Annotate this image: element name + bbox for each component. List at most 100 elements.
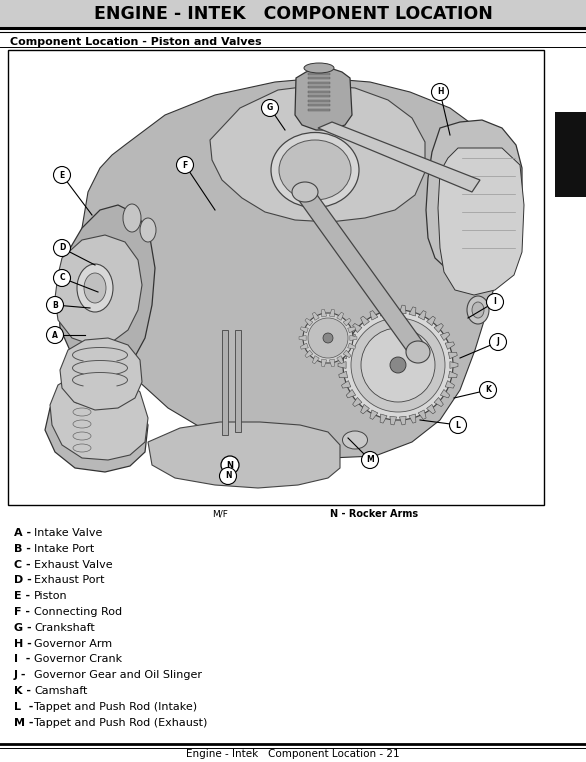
Polygon shape xyxy=(318,122,480,192)
Polygon shape xyxy=(426,120,522,278)
Polygon shape xyxy=(339,371,347,378)
Polygon shape xyxy=(448,352,457,359)
Polygon shape xyxy=(312,312,319,320)
Polygon shape xyxy=(50,372,148,460)
Polygon shape xyxy=(438,148,524,295)
Text: M: M xyxy=(366,456,374,465)
Circle shape xyxy=(431,84,448,101)
Polygon shape xyxy=(445,342,455,350)
Text: D -: D - xyxy=(14,575,32,585)
Text: Tappet and Push Rod (Intake): Tappet and Push Rod (Intake) xyxy=(34,702,197,712)
Bar xyxy=(308,68,330,70)
Circle shape xyxy=(486,293,503,310)
Polygon shape xyxy=(448,371,457,378)
Text: J -: J - xyxy=(14,671,26,680)
Polygon shape xyxy=(45,382,148,472)
Circle shape xyxy=(53,239,70,257)
Bar xyxy=(308,82,330,84)
Text: K -: K - xyxy=(14,686,31,696)
Text: Engine - Intek   Component Location - 21: Engine - Intek Component Location - 21 xyxy=(186,749,400,759)
Polygon shape xyxy=(400,416,406,425)
Text: Exhaust Valve: Exhaust Valve xyxy=(34,559,113,570)
Polygon shape xyxy=(347,343,356,349)
Bar xyxy=(308,77,330,79)
Polygon shape xyxy=(305,351,313,357)
Polygon shape xyxy=(322,359,326,367)
Polygon shape xyxy=(210,85,425,222)
Polygon shape xyxy=(148,422,340,488)
Bar xyxy=(8,50,544,505)
Text: N: N xyxy=(225,472,231,481)
Circle shape xyxy=(489,334,506,351)
Polygon shape xyxy=(418,311,426,320)
Ellipse shape xyxy=(123,204,141,232)
Ellipse shape xyxy=(84,273,106,303)
Text: Intake Valve: Intake Valve xyxy=(34,528,103,538)
Text: M -: M - xyxy=(14,718,33,728)
Polygon shape xyxy=(350,335,357,341)
Polygon shape xyxy=(440,389,450,398)
Polygon shape xyxy=(347,327,356,333)
Text: H -: H - xyxy=(14,639,32,648)
Polygon shape xyxy=(370,311,378,320)
Text: K: K xyxy=(485,386,491,395)
Text: Tappet and Push Rod (Exhaust): Tappet and Push Rod (Exhaust) xyxy=(34,718,207,728)
Circle shape xyxy=(53,270,70,287)
Polygon shape xyxy=(409,307,416,316)
Polygon shape xyxy=(409,414,416,423)
Text: M/F: M/F xyxy=(212,510,228,518)
Polygon shape xyxy=(400,305,406,314)
Text: Governor Arm: Governor Arm xyxy=(34,639,112,648)
Polygon shape xyxy=(337,312,343,320)
Polygon shape xyxy=(380,307,387,316)
Polygon shape xyxy=(353,398,362,407)
Text: I: I xyxy=(493,297,496,306)
Circle shape xyxy=(221,456,239,474)
Text: E -: E - xyxy=(14,591,30,601)
Bar xyxy=(555,112,586,197)
Polygon shape xyxy=(301,343,308,349)
Ellipse shape xyxy=(406,341,430,363)
Polygon shape xyxy=(427,405,435,414)
Text: B: B xyxy=(52,300,58,309)
Polygon shape xyxy=(337,356,343,363)
Polygon shape xyxy=(346,332,356,341)
Polygon shape xyxy=(380,414,387,423)
Circle shape xyxy=(479,382,496,399)
Text: Piston: Piston xyxy=(34,591,67,601)
Text: C: C xyxy=(59,274,65,283)
Text: E: E xyxy=(59,171,64,180)
Bar xyxy=(308,100,330,101)
Ellipse shape xyxy=(271,133,359,207)
Polygon shape xyxy=(360,405,369,414)
Ellipse shape xyxy=(292,182,318,202)
Bar xyxy=(308,91,330,92)
Polygon shape xyxy=(58,205,155,375)
Polygon shape xyxy=(60,338,142,410)
Polygon shape xyxy=(440,332,450,341)
Text: F: F xyxy=(182,161,188,169)
Circle shape xyxy=(261,100,278,117)
Text: ENGINE - INTEK   COMPONENT LOCATION: ENGINE - INTEK COMPONENT LOCATION xyxy=(94,5,492,23)
Circle shape xyxy=(303,313,353,363)
Text: B -: B - xyxy=(14,544,31,554)
Polygon shape xyxy=(353,323,362,332)
Bar xyxy=(0,0,586,28)
Circle shape xyxy=(362,452,379,469)
Text: A -: A - xyxy=(14,528,31,538)
Circle shape xyxy=(46,326,63,344)
Circle shape xyxy=(323,333,333,343)
Circle shape xyxy=(220,468,237,485)
Polygon shape xyxy=(418,410,426,419)
Polygon shape xyxy=(360,316,369,325)
Polygon shape xyxy=(427,316,435,325)
Text: L: L xyxy=(455,421,461,430)
Polygon shape xyxy=(329,359,335,367)
Bar xyxy=(222,330,228,435)
Ellipse shape xyxy=(77,264,113,312)
Text: A: A xyxy=(52,331,58,340)
Bar xyxy=(308,108,330,110)
Polygon shape xyxy=(434,398,444,407)
Polygon shape xyxy=(370,410,378,419)
Polygon shape xyxy=(445,380,455,388)
